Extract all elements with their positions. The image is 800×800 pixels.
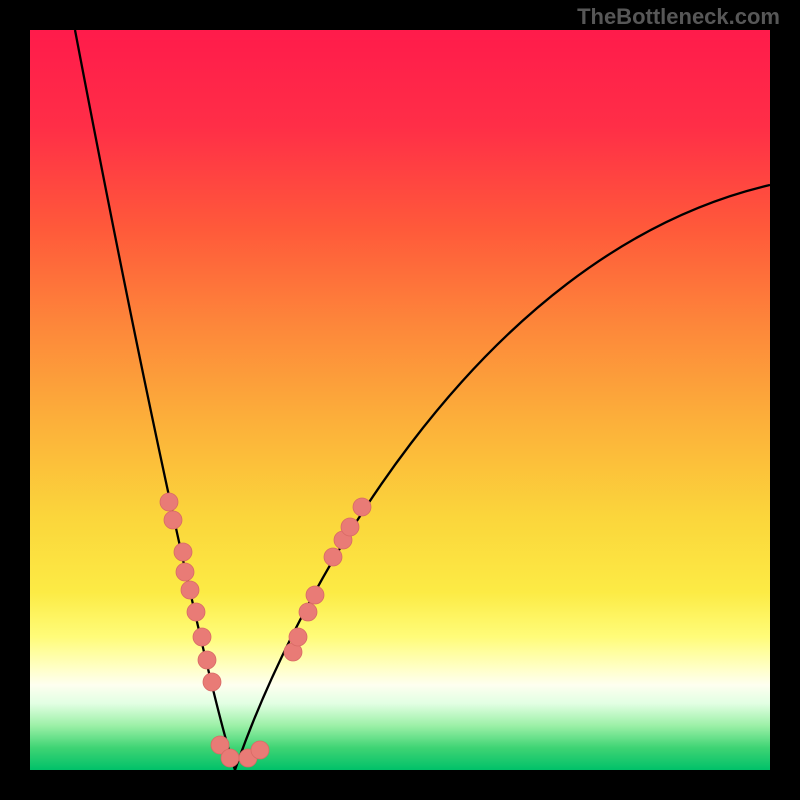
chart-container: TheBottleneck.com: [0, 0, 800, 800]
marker-point: [174, 543, 192, 561]
marker-point: [341, 518, 359, 536]
marker-point: [353, 498, 371, 516]
marker-point: [187, 603, 205, 621]
marker-point: [324, 548, 342, 566]
marker-point: [251, 741, 269, 759]
marker-point: [306, 586, 324, 604]
marker-point: [193, 628, 211, 646]
marker-point: [299, 603, 317, 621]
marker-point: [221, 749, 239, 767]
marker-point: [164, 511, 182, 529]
marker-point: [181, 581, 199, 599]
marker-point: [203, 673, 221, 691]
marker-point: [176, 563, 194, 581]
plot-background: [30, 30, 770, 770]
marker-point: [289, 628, 307, 646]
watermark-text: TheBottleneck.com: [577, 4, 780, 30]
plot-svg: [30, 30, 770, 770]
marker-point: [160, 493, 178, 511]
marker-point: [198, 651, 216, 669]
